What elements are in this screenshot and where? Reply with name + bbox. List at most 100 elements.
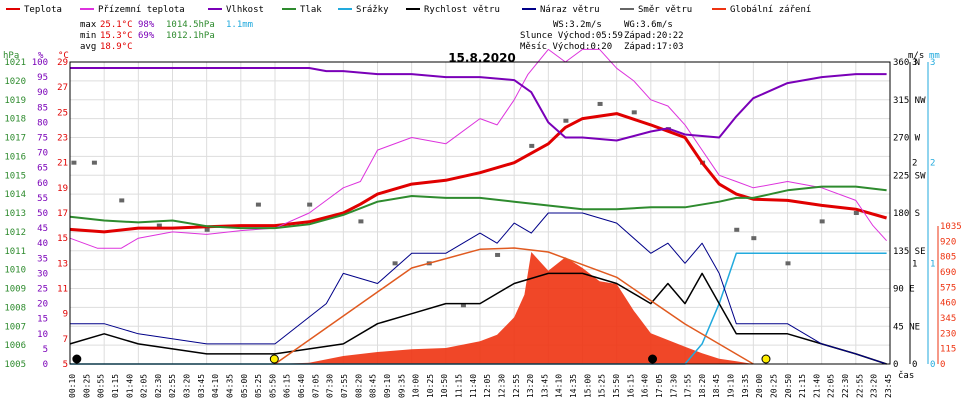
wind-direction-point <box>255 202 261 207</box>
stat-max-temp: 25.1°C <box>100 20 133 30</box>
axis-tick-label: 3 <box>930 58 935 68</box>
x-tick-label: 23:20 <box>870 374 879 398</box>
axis-tick-label: 2 <box>930 159 935 169</box>
axis-tick-label: 20 <box>37 300 48 310</box>
wind-direction-point <box>392 261 398 266</box>
axis-tick-label: 65 <box>37 164 48 174</box>
axis-tick-label: 7 <box>63 335 68 345</box>
axis-tick-label: 10 <box>37 330 48 340</box>
x-tick-label: 18:45 <box>712 374 721 398</box>
axis-tick-label: 460 <box>940 299 956 309</box>
axis-tick-label: 1007 <box>4 322 26 332</box>
unit-hpa: hPa <box>3 51 19 61</box>
axis-tick-label: 1011 <box>4 247 26 257</box>
x-tick-label: 11:15 <box>455 374 464 398</box>
wind-direction-point <box>751 236 757 241</box>
x-tick-label: 00:25 <box>82 374 91 398</box>
legend-label: Směr větru <box>638 5 692 15</box>
series-tlak <box>69 185 887 230</box>
x-tick-label: 23:45 <box>884 374 893 398</box>
axis-tick-label: 23 <box>57 134 68 144</box>
axis-tick-label: 1013 <box>4 209 26 219</box>
axis-tick-label: 1006 <box>4 341 26 351</box>
chart-title: 15.8.2020 <box>448 51 516 65</box>
series-teplota <box>69 112 888 234</box>
axis-tick-label: 19 <box>57 184 68 194</box>
legend-label: Rychlost větru <box>424 5 500 15</box>
axis-tick-label: 230 <box>940 329 956 339</box>
x-tick-label: 08:20 <box>354 374 363 398</box>
axis-tick-label: 100 <box>32 58 48 68</box>
unit-ms: m/s <box>908 51 924 61</box>
axis-tick-label: 115 <box>940 345 956 355</box>
x-tick-label: 04:10 <box>211 374 220 398</box>
x-tick-label: 03:45 <box>197 374 206 398</box>
x-tick-label: 14:35 <box>569 374 578 398</box>
axis-tick-label: 9 <box>63 310 68 320</box>
stat-max-rain: 1.1mm <box>226 20 253 30</box>
axis-tick-label: 11 <box>57 285 68 295</box>
wind-direction-point <box>495 252 501 257</box>
axis-tick-label: 270 W <box>893 134 921 144</box>
unit-mm: mm <box>929 51 940 61</box>
wind-direction-point <box>529 143 535 148</box>
axis-tick-label: 15 <box>57 234 68 244</box>
axis-tick-label: 920 <box>940 237 956 247</box>
axis-tick-label: 0 <box>43 360 48 370</box>
axis-tick-label: 1020 <box>4 77 26 87</box>
x-tick-label: 10:50 <box>440 374 449 398</box>
stat-avg-label: avg <box>80 42 96 52</box>
axis-tick-label: 17 <box>57 209 68 219</box>
x-tick-label: 12:55 <box>512 374 521 398</box>
x-tick-label: 16:40 <box>641 374 650 398</box>
axis-tick-label: 1014 <box>4 190 26 200</box>
axis-tick-label: 1010 <box>4 266 26 276</box>
stat-min-label: min <box>80 31 96 41</box>
sun-moon-marker <box>761 354 771 364</box>
stat-sun: Slunce Východ:05:59 <box>520 31 623 41</box>
x-tick-label: 19:35 <box>741 374 750 398</box>
unit-degc: °C <box>58 51 69 61</box>
x-tick-label: 02:30 <box>154 374 163 398</box>
wind-direction-point <box>71 160 77 165</box>
stat-max-hum: 98% <box>138 20 155 30</box>
axis-tick-label: 45 <box>37 224 48 234</box>
x-tick-label: 15:25 <box>598 374 607 398</box>
legend-label: Tlak <box>300 5 322 15</box>
axis-tick-label: 80 <box>37 118 48 128</box>
x-tick-label: 10:25 <box>426 374 435 398</box>
axis-tick-label: 60 <box>37 179 48 189</box>
axis-tick-label: 30 <box>37 269 48 279</box>
series-globalni-zareni-teoreticke <box>274 247 754 365</box>
x-tick-label: 04:35 <box>225 374 234 398</box>
series-naraz-vetru <box>70 212 887 365</box>
axis-tick-label: 90 E <box>893 285 915 295</box>
x-tick-label: 13:20 <box>526 374 535 398</box>
axis-tick-label: 1018 <box>4 115 26 125</box>
x-tick-label: 22:30 <box>841 374 850 398</box>
x-tick-label: 12:30 <box>497 374 506 398</box>
x-tick-label: 06:40 <box>297 374 306 398</box>
x-tick-label: 17:05 <box>655 374 664 398</box>
wind-direction-point <box>460 303 466 308</box>
plot-frame <box>69 61 891 365</box>
wind-direction-point <box>597 101 603 106</box>
axis-tick-label: 1008 <box>4 303 26 313</box>
x-tick-label: 17:30 <box>669 374 678 398</box>
axis-tick-label: 3 <box>912 58 917 68</box>
stat-max-press: 1014.5hPa <box>166 20 215 30</box>
wind-direction-point <box>819 219 825 224</box>
axis-tick-label: 1021 <box>4 58 26 68</box>
axis-tick-label: 1015 <box>4 171 26 181</box>
axis-tick-label: 35 <box>37 254 48 264</box>
x-tick-label: 02:05 <box>140 374 149 398</box>
legend-label: Globální záření <box>730 5 811 15</box>
axes: 1005100610071008100910101011101210131014… <box>4 58 961 398</box>
x-tick-label: 07:55 <box>340 374 349 398</box>
x-tick-label: 12:05 <box>483 374 492 398</box>
axis-tick-label: 85 <box>37 103 48 113</box>
wind-direction-point <box>358 219 364 224</box>
x-tick-label: 15:00 <box>583 374 592 398</box>
